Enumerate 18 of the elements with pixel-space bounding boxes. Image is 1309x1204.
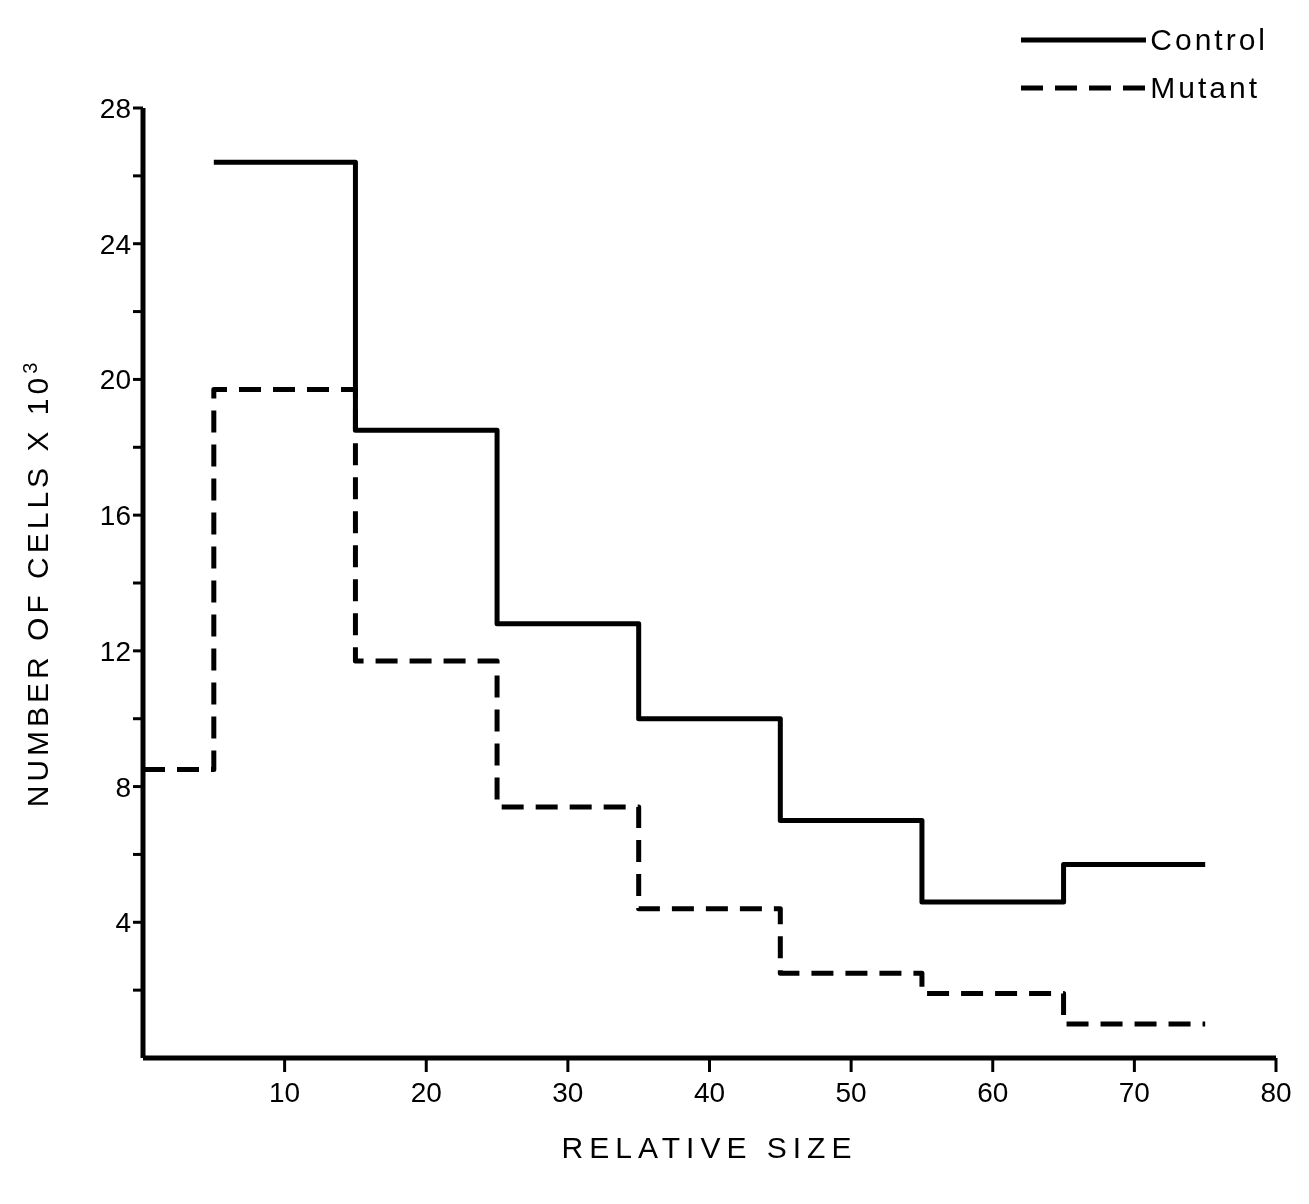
y-tick-label: 20 bbox=[99, 364, 131, 396]
y-tick-label: 24 bbox=[99, 228, 131, 260]
x-tick-label: 60 bbox=[977, 1076, 1009, 1108]
x-tick-label: 20 bbox=[410, 1076, 442, 1108]
y-tick-label: 8 bbox=[115, 771, 131, 803]
y-tick-label: 4 bbox=[115, 907, 131, 939]
x-tick-label: 30 bbox=[552, 1076, 584, 1108]
x-tick-label: 50 bbox=[835, 1076, 867, 1108]
legend-label: Mutant bbox=[1150, 71, 1260, 105]
x-tick-label: 10 bbox=[269, 1076, 301, 1108]
x-tick-label: 80 bbox=[1260, 1076, 1292, 1108]
x-tick-label: 70 bbox=[1118, 1076, 1150, 1108]
x-axis-title: RELATIVE SIZE bbox=[561, 1131, 858, 1164]
legend-label: Control bbox=[1150, 23, 1268, 57]
x-tick-label: 40 bbox=[693, 1076, 726, 1108]
y-tick-label: 16 bbox=[99, 500, 131, 532]
y-tick-label: 12 bbox=[99, 635, 131, 667]
y-tick-label: 28 bbox=[99, 92, 131, 124]
